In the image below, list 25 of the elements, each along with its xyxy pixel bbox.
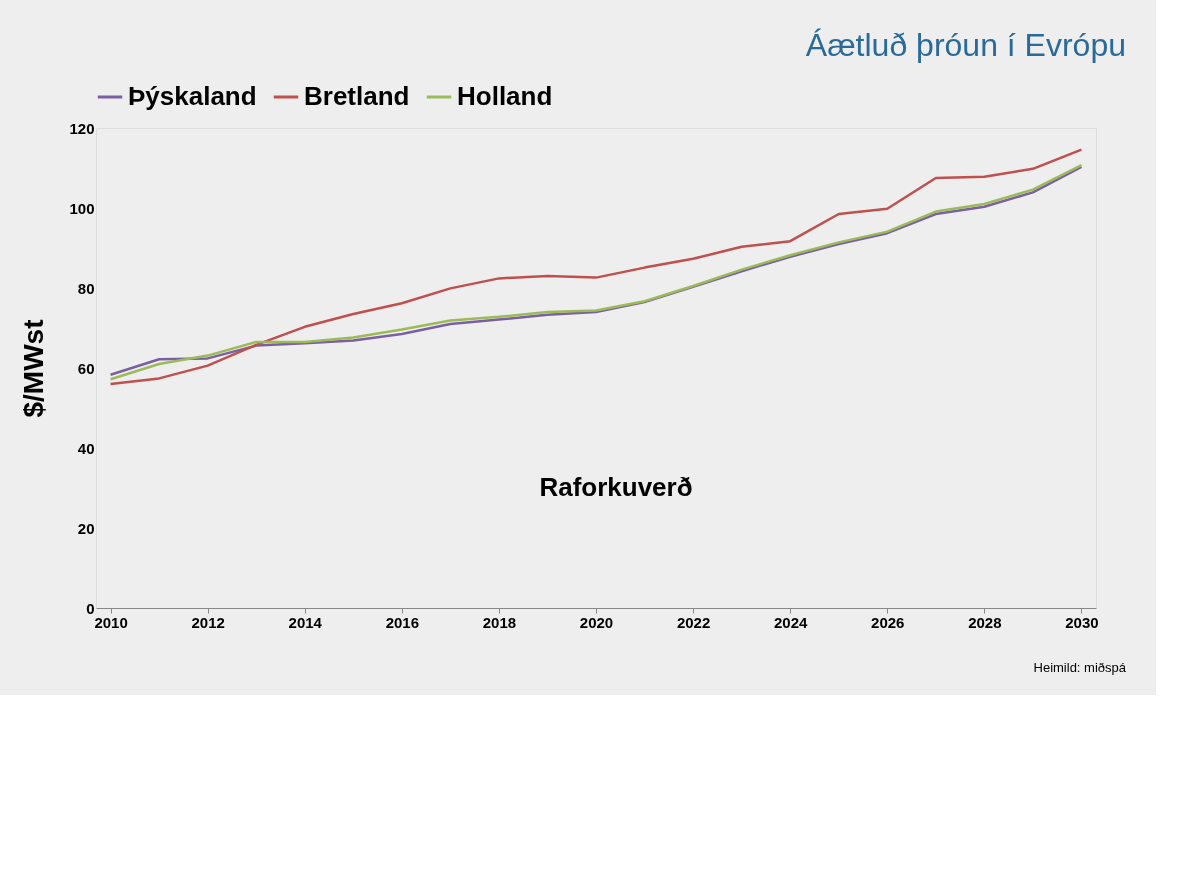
x-tick-label: 2014 [288,613,323,631]
y-axis-title: $/MWst [18,319,50,418]
x-tick-label: 2030 [1065,613,1099,631]
legend-label: Þýskaland [128,81,257,111]
annotation: Raforkuverð [539,472,693,502]
x-tick-label: 2010 [94,613,128,631]
x-tick-label: 2028 [968,613,1002,631]
y-tick-label: 80 [77,279,95,297]
x-tick-label: 2020 [579,613,614,631]
x-tick-label: 2026 [871,613,905,631]
chart-title: Áætluð þróun í Evrópu [805,27,1126,63]
legend-label: Holland [457,81,553,111]
x-tick-label: 2018 [482,613,517,631]
x-tick-label: 2024 [773,613,809,631]
y-tick-label: 20 [77,519,95,537]
x-tick-label: 2022 [676,613,711,631]
x-tick-label: 2012 [191,613,225,631]
legend-label: Bretland [304,81,410,111]
x-tick-label: 2016 [385,613,420,631]
text: Heimild: miðspá [1033,660,1127,675]
y-tick-label: 100 [69,199,95,217]
y-tick-label: 0 [86,599,95,617]
y-tick-label: 60 [77,359,95,377]
y-tick-label: 40 [77,439,95,457]
y-tick-label: 120 [69,119,95,137]
